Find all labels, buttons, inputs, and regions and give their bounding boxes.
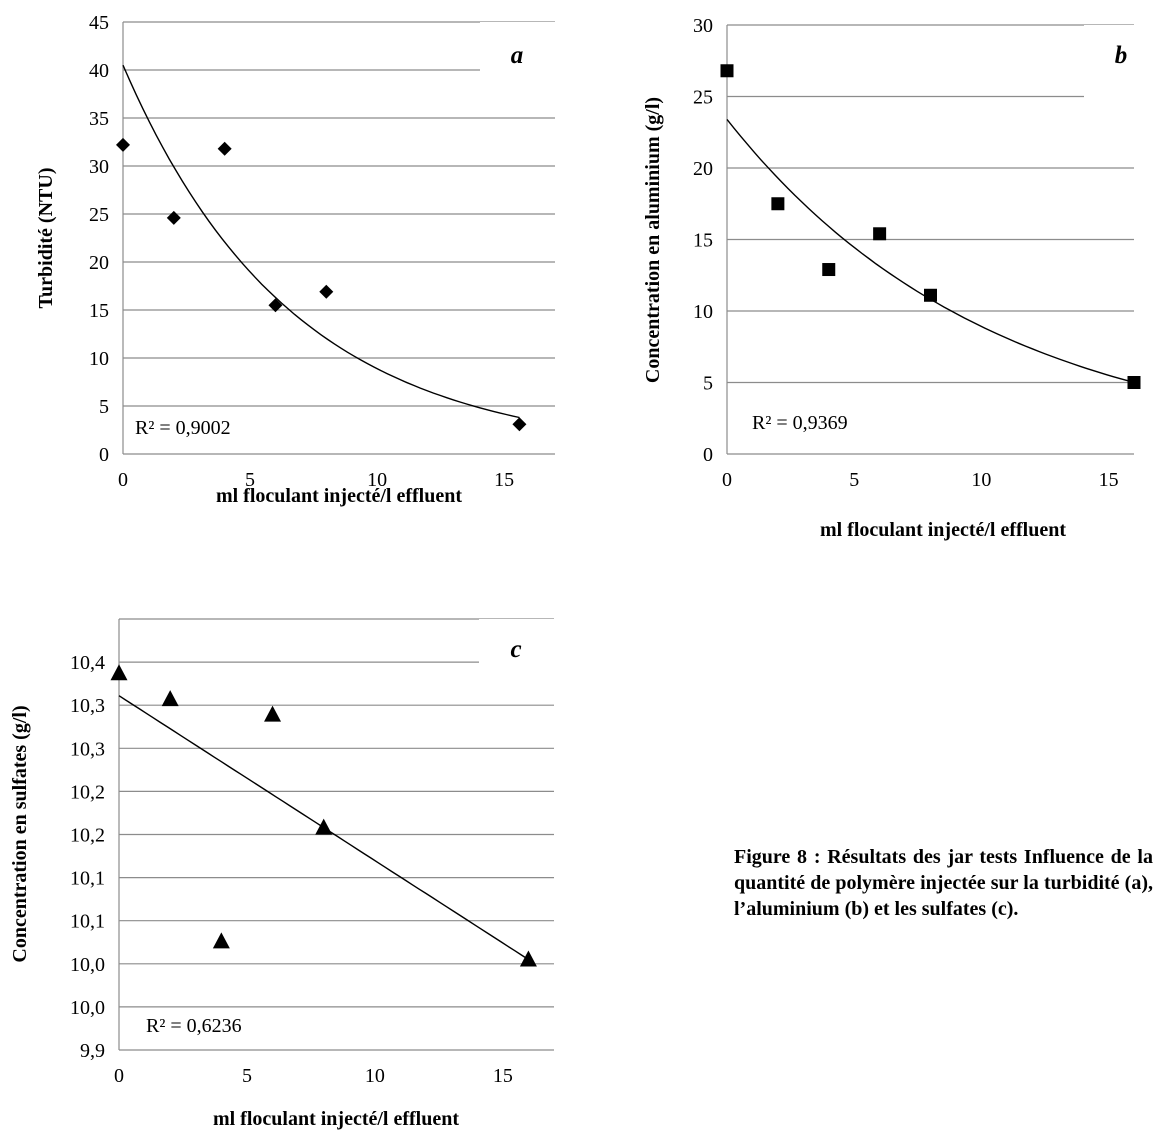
y-tick-label: 10,3	[70, 738, 105, 760]
data-point-diamond	[319, 284, 334, 299]
data-point-diamond	[512, 417, 527, 432]
y-tick-label: 35	[89, 108, 109, 130]
x-tick-label: 0	[114, 1065, 124, 1087]
y-tick-label: 10,2	[70, 781, 105, 803]
y-tick-label: 15	[693, 230, 713, 252]
y-tick-label: 10,1	[70, 911, 105, 933]
y-tick-label: 30	[89, 156, 109, 178]
y-axis-title: Concentration en aluminium (g/l)	[642, 97, 664, 383]
y-tick-label: 9,9	[80, 1040, 105, 1062]
data-point-triangle	[264, 705, 282, 722]
x-tick-label: 0	[118, 469, 128, 491]
data-point-square	[873, 227, 887, 241]
r-squared-annotation: R² = 0,9002	[135, 417, 231, 439]
y-tick-label: 10	[693, 301, 713, 323]
y-tick-label: 10,3	[70, 695, 105, 717]
trendline	[726, 118, 1135, 384]
y-tick-label: 15	[89, 300, 109, 322]
data-point-triangle	[212, 932, 230, 949]
x-tick-label: 10	[365, 1065, 385, 1087]
y-tick-label: 10	[89, 348, 109, 370]
y-tick-label: 10,0	[70, 954, 105, 976]
r-squared-annotation: R² = 0,9369	[752, 412, 848, 434]
data-point-square	[924, 288, 937, 302]
y-tick-label: 5	[703, 373, 713, 395]
panel-label: b	[1115, 42, 1128, 69]
data-point-square	[822, 263, 836, 277]
panel-label-box	[479, 619, 555, 697]
x-tick-label: 10	[367, 469, 387, 491]
y-tick-label: 10,2	[70, 825, 105, 847]
y-tick-label: 25	[89, 204, 109, 226]
panel-label-box	[480, 22, 556, 100]
x-tick-label: 5	[245, 469, 255, 491]
data-point-square	[771, 197, 785, 211]
y-tick-label: 25	[693, 87, 713, 109]
data-point-diamond	[166, 210, 181, 225]
y-tick-label: 45	[89, 12, 109, 34]
x-tick-label: 15	[1099, 469, 1119, 491]
x-tick-label: 5	[242, 1065, 252, 1087]
panel-label-box	[1084, 25, 1153, 103]
y-tick-label: 5	[99, 396, 109, 418]
data-point-diamond	[116, 137, 130, 152]
y-tick-label: 20	[693, 158, 713, 180]
x-axis-title: ml floculant injecté/l effluent	[213, 1108, 459, 1130]
y-axis-title: Turbidité (NTU)	[35, 168, 57, 309]
data-point-diamond	[217, 141, 232, 156]
panel-label: c	[510, 636, 521, 663]
x-tick-label: 5	[849, 469, 859, 491]
panel-label: a	[511, 42, 524, 69]
data-point-triangle	[519, 950, 537, 967]
y-tick-label: 30	[693, 15, 713, 37]
data-point-triangle	[315, 818, 333, 835]
y-tick-label: 0	[99, 444, 109, 466]
x-tick-label: 15	[493, 1065, 513, 1087]
y-axis-title: Concentration en sulfates (g/l)	[9, 705, 31, 962]
x-tick-label: 0	[722, 469, 732, 491]
r-squared-annotation: R² = 0,6236	[146, 1015, 242, 1037]
data-point-triangle	[161, 690, 179, 707]
x-tick-label: 10	[971, 469, 991, 491]
data-point-diamond	[268, 298, 283, 313]
trendline	[122, 64, 520, 419]
x-axis-title: ml floculant injecté/l effluent	[216, 485, 462, 507]
y-tick-label: 0	[703, 444, 713, 466]
x-tick-label: 15	[494, 469, 514, 491]
y-tick-label: 40	[89, 60, 109, 82]
x-axis-title: ml floculant injecté/l effluent	[820, 519, 1066, 541]
data-point-square	[720, 64, 734, 78]
data-point-square	[1127, 376, 1141, 389]
data-point-triangle	[110, 664, 128, 681]
y-tick-label: 10,4	[70, 652, 105, 674]
y-tick-label: 10,0	[70, 997, 105, 1019]
y-tick-label: 10,1	[70, 868, 105, 890]
figure-caption: Figure 8 : Résultats des jar tests Influ…	[734, 846, 1153, 920]
y-tick-label: 20	[89, 252, 109, 274]
